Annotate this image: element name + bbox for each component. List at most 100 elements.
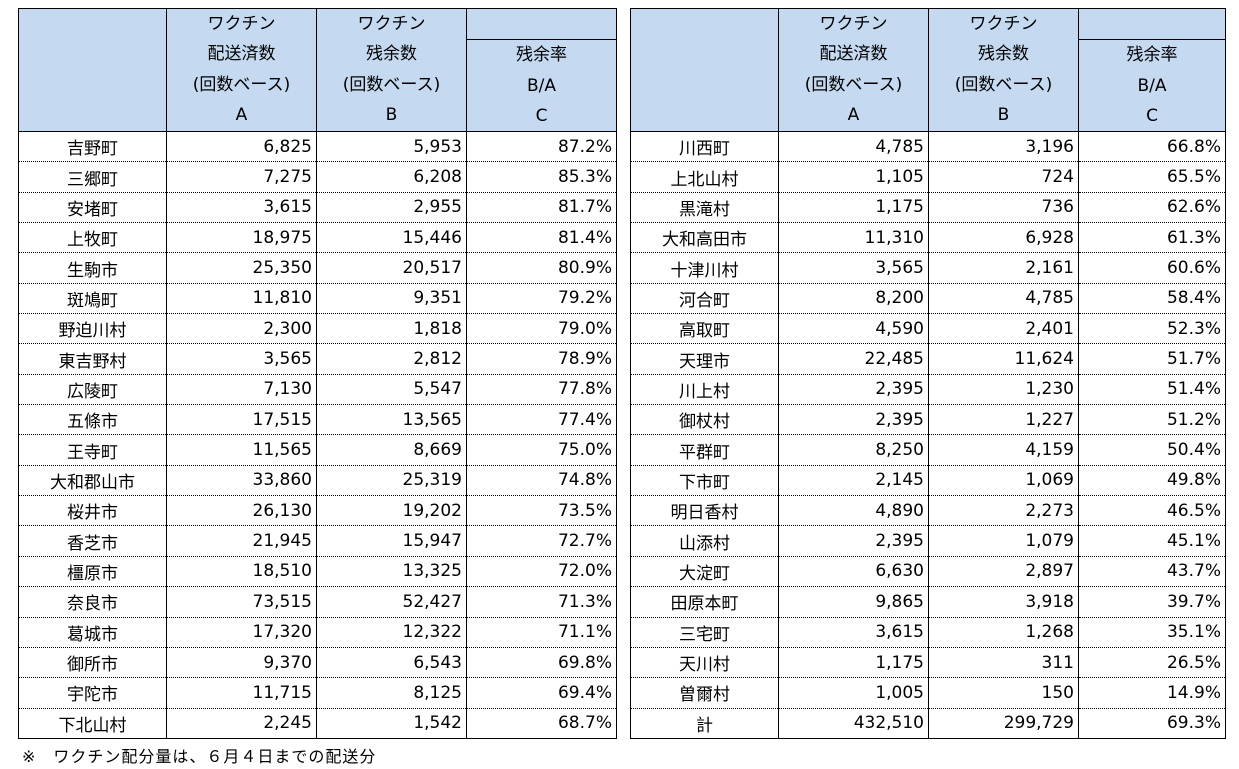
remaining-cell: 3,196 (928, 131, 1079, 163)
municipality-cell: 大和高田市 (630, 222, 779, 254)
municipality-cell: 葛城市 (18, 617, 167, 648)
table-row: 吉野町 6,825 5,953 87.2% (18, 131, 617, 163)
table-row: 安堵町 3,615 2,955 81.7% (18, 192, 617, 224)
table-row: 十津川村 3,565 2,161 60.6% (630, 252, 1226, 284)
remaining-rate-cell: 77.8% (466, 374, 617, 406)
municipality-cell: 東吉野村 (18, 343, 167, 375)
header-remaining-rate: 残余率 B/A C (466, 8, 617, 132)
remaining-rate-cell: 45.1% (1078, 525, 1226, 557)
remaining-rate-cell: 71.1% (466, 617, 617, 648)
municipality-cell: 吉野町 (18, 131, 167, 163)
delivered-cell: 73,515 (166, 586, 317, 618)
remaining-cell: 6,543 (316, 647, 467, 679)
delivered-cell: 1,175 (778, 192, 929, 224)
remaining-cell: 150 (928, 677, 1079, 709)
table-row: 黒滝村 1,175 736 62.6% (630, 192, 1226, 224)
vaccine-table-right: ワクチン 配送済数 (回数ベース) A ワクチン 残余数 (回数ベース) B 残… (630, 8, 1226, 739)
remaining-rate-cell: 60.6% (1078, 252, 1226, 284)
remaining-cell: 8,125 (316, 677, 467, 709)
header-delivered: ワクチン 配送済数 (回数ベース) A (778, 8, 929, 132)
remaining-rate-cell: 14.9% (1078, 677, 1226, 709)
delivered-cell: 3,565 (166, 343, 317, 375)
municipality-cell: 香芝市 (18, 525, 167, 557)
table-row: 山添村 2,395 1,079 45.1% (630, 525, 1226, 557)
remaining-rate-cell: 79.0% (466, 313, 617, 345)
municipality-cell: 三郷町 (18, 161, 167, 193)
delivered-cell: 6,630 (778, 556, 929, 588)
municipality-cell: 王寺町 (18, 434, 167, 466)
remaining-cell: 19,202 (316, 495, 467, 527)
table-row: 平群町 8,250 4,159 50.4% (630, 434, 1226, 466)
remaining-rate-cell: 26.5% (1078, 647, 1226, 679)
municipality-cell: 大和郡山市 (18, 465, 167, 497)
table-row: 上北山村 1,105 724 65.5% (630, 161, 1226, 193)
remaining-rate-cell: 69.4% (466, 677, 617, 709)
remaining-cell: 6,208 (316, 161, 467, 193)
header-text: ワクチン (357, 14, 426, 34)
table-row: 曽爾村 1,005 150 14.9% (630, 677, 1226, 709)
delivered-cell: 1,105 (778, 161, 929, 193)
municipality-cell: 田原本町 (630, 586, 779, 618)
municipality-cell: 生駒市 (18, 252, 167, 284)
remaining-rate-cell: 77.4% (466, 404, 617, 436)
table-row: 大和郡山市 33,860 25,319 74.8% (18, 465, 617, 497)
remaining-rate-cell: 72.7% (466, 525, 617, 557)
remaining-cell: 2,401 (928, 313, 1079, 345)
table-row: 明日香村 4,890 2,273 46.5% (630, 495, 1226, 527)
municipality-cell: 河合町 (630, 283, 779, 315)
header-municipality (630, 8, 779, 132)
remaining-rate-cell: 78.9% (466, 343, 617, 375)
table-row: 田原本町 9,865 3,918 39.7% (630, 586, 1226, 618)
delivered-cell: 2,145 (778, 465, 929, 497)
table-row: 天理市 22,485 11,624 51.7% (630, 343, 1226, 375)
header-text: ワクチン (969, 14, 1038, 34)
table-row: 三郷町 7,275 6,208 85.3% (18, 161, 617, 193)
table-row: 川西町 4,785 3,196 66.8% (630, 131, 1226, 163)
table-row: 大和高田市 11,310 6,928 61.3% (630, 222, 1226, 254)
table-row: 大淀町 6,630 2,897 43.7% (630, 556, 1226, 588)
remaining-cell: 5,547 (316, 374, 467, 406)
delivered-cell: 9,865 (778, 586, 929, 618)
header-remaining-rate: 残余率 B/A C (1078, 8, 1226, 132)
header-text: C (1146, 105, 1158, 126)
header-text: A (235, 104, 248, 125)
delivered-cell: 7,275 (166, 161, 317, 193)
delivered-cell: 2,395 (778, 525, 929, 557)
table-row: 天川村 1,175 311 26.5% (630, 647, 1226, 679)
header-text: B (385, 104, 398, 125)
header-text: A (847, 104, 860, 125)
municipality-cell: 川上村 (630, 374, 779, 406)
remaining-cell: 4,785 (928, 283, 1079, 315)
header-text: B/A (526, 75, 557, 96)
remaining-cell: 736 (928, 192, 1079, 224)
header-text: ワクチン (819, 14, 888, 34)
remaining-cell: 4,159 (928, 434, 1079, 466)
remaining-rate-cell: 58.4% (1078, 283, 1226, 315)
remaining-cell: 8,669 (316, 434, 467, 466)
remaining-cell: 1,079 (928, 525, 1079, 557)
remaining-cell: 11,624 (928, 343, 1079, 375)
municipality-cell: 安堵町 (18, 192, 167, 224)
municipality-cell: 天川村 (630, 647, 779, 679)
header-text: ワクチン (207, 14, 276, 34)
municipality-cell: 広陵町 (18, 374, 167, 406)
remaining-cell: 13,565 (316, 404, 467, 436)
delivered-cell: 4,785 (778, 131, 929, 163)
header-text: B (997, 104, 1010, 125)
remaining-cell: 13,325 (316, 556, 467, 588)
table-row: 宇陀市 11,715 8,125 69.4% (18, 677, 617, 709)
table-row: 奈良市 73,515 52,427 71.3% (18, 586, 617, 618)
municipality-cell: 御所市 (18, 647, 167, 679)
header-text: 配送済数 (819, 44, 888, 65)
delivered-cell: 11,715 (166, 677, 317, 709)
municipality-cell: 下北山村 (18, 708, 167, 739)
municipality-cell: 明日香村 (630, 495, 779, 527)
header-text: (回数ベース) (954, 74, 1053, 95)
remaining-cell: 311 (928, 647, 1079, 679)
remaining-cell: 12,322 (316, 617, 467, 648)
delivered-cell: 6,825 (166, 131, 317, 163)
table-row: 計 432,510 299,729 69.3% (630, 708, 1226, 739)
remaining-rate-cell: 75.0% (466, 434, 617, 466)
delivered-cell: 9,370 (166, 647, 317, 679)
remaining-cell: 15,446 (316, 222, 467, 254)
